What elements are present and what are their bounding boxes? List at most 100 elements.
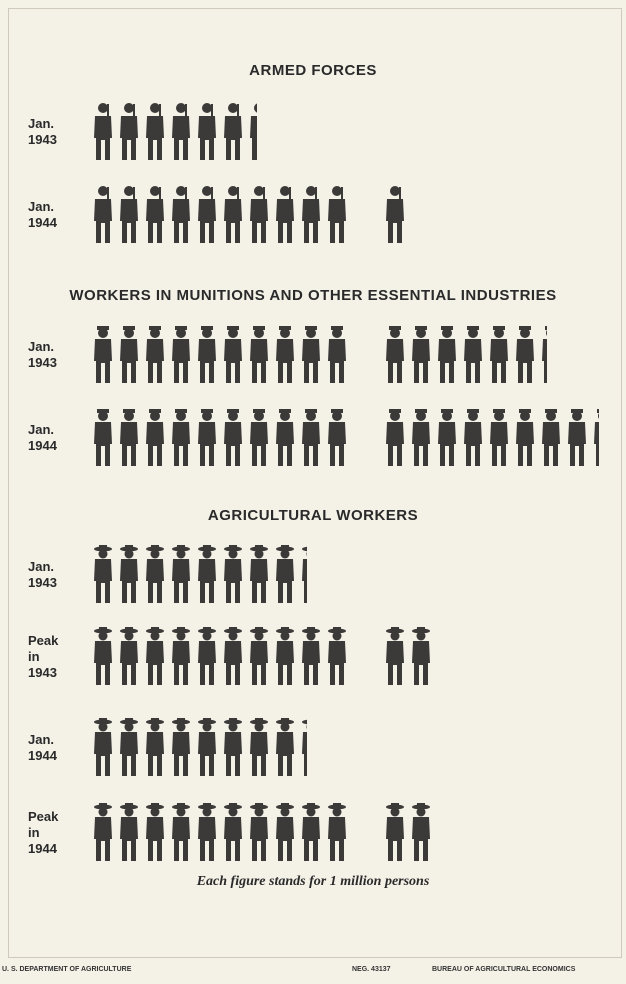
figure [170, 408, 192, 468]
figure [488, 325, 510, 385]
figure [248, 325, 270, 385]
figure [592, 408, 599, 468]
figure [144, 718, 166, 778]
footer-left: U. S. DEPARTMENT OF AGRICULTURE [2, 966, 131, 973]
figure [326, 185, 348, 245]
group-title: AGRICULTURAL WORKERS [0, 507, 626, 524]
figure [170, 627, 192, 687]
figure [196, 545, 218, 605]
figure [222, 408, 244, 468]
figure [92, 718, 114, 778]
figure [92, 102, 114, 162]
figure [566, 408, 588, 468]
figure [248, 718, 270, 778]
figure [384, 325, 406, 385]
figure [326, 408, 348, 468]
figure [384, 185, 404, 245]
figure [92, 545, 114, 605]
figure [222, 102, 244, 162]
figure [170, 803, 192, 863]
figure [196, 102, 218, 162]
figure [222, 803, 244, 863]
figure [248, 102, 257, 162]
figure [196, 325, 218, 385]
figure [118, 718, 140, 778]
figure [92, 185, 114, 245]
figure [118, 803, 140, 863]
figure [540, 325, 547, 385]
group-title: WORKERS IN MUNITIONS AND OTHER ESSENTIAL… [0, 287, 626, 304]
figure [300, 718, 307, 778]
figure [410, 803, 432, 863]
figure [144, 803, 166, 863]
figure [410, 408, 432, 468]
figure [170, 102, 192, 162]
figure [300, 408, 322, 468]
row-label: Jan. 1944 [28, 422, 68, 454]
footer-neg: NEG. 43137 [352, 966, 391, 973]
note: Each figure stands for 1 million persons [0, 874, 626, 890]
figure [274, 325, 296, 385]
figure [222, 185, 244, 245]
figure [384, 627, 406, 687]
figure [384, 803, 406, 863]
figure [222, 325, 244, 385]
figure [144, 102, 166, 162]
row-label: Jan. 1944 [28, 732, 68, 764]
figure [410, 627, 432, 687]
figure [222, 627, 244, 687]
figure [248, 627, 270, 687]
figure [300, 325, 322, 385]
page: Each figure stands for 1 million persons… [0, 0, 626, 984]
figure [92, 627, 114, 687]
figure [118, 545, 140, 605]
figure [196, 627, 218, 687]
figure [274, 718, 296, 778]
row-label: Jan. 1943 [28, 339, 68, 371]
figure [144, 325, 166, 385]
figure [384, 408, 406, 468]
figure [488, 408, 510, 468]
figure [170, 185, 192, 245]
figure [274, 185, 296, 245]
figure [248, 408, 270, 468]
figure [300, 627, 322, 687]
figure [144, 545, 166, 605]
figure [274, 803, 296, 863]
figure [300, 185, 322, 245]
figure [300, 803, 322, 863]
row-label: Peak in 1944 [28, 809, 68, 857]
figure [514, 408, 536, 468]
row-label: Jan. 1943 [28, 559, 68, 591]
figure [170, 545, 192, 605]
figure [118, 102, 140, 162]
footer-right: BUREAU OF AGRICULTURAL ECONOMICS [432, 966, 575, 973]
figure [248, 185, 270, 245]
figure [410, 325, 432, 385]
figure [144, 627, 166, 687]
figure [540, 408, 562, 468]
figure [462, 325, 484, 385]
figure [462, 408, 484, 468]
figure [118, 185, 140, 245]
figure [326, 627, 348, 687]
figure [118, 627, 140, 687]
figure [92, 803, 114, 863]
figure [196, 408, 218, 468]
figure [196, 718, 218, 778]
figure [326, 803, 348, 863]
figure [170, 325, 192, 385]
figure [118, 325, 140, 385]
figure [222, 545, 244, 605]
figure [436, 408, 458, 468]
figure [248, 803, 270, 863]
figure [170, 718, 192, 778]
figure [274, 627, 296, 687]
figure [274, 408, 296, 468]
row-label: Peak in 1943 [28, 633, 68, 681]
figure [222, 718, 244, 778]
figure [196, 803, 218, 863]
row-label: Jan. 1943 [28, 116, 68, 148]
figure [514, 325, 536, 385]
figure [92, 325, 114, 385]
